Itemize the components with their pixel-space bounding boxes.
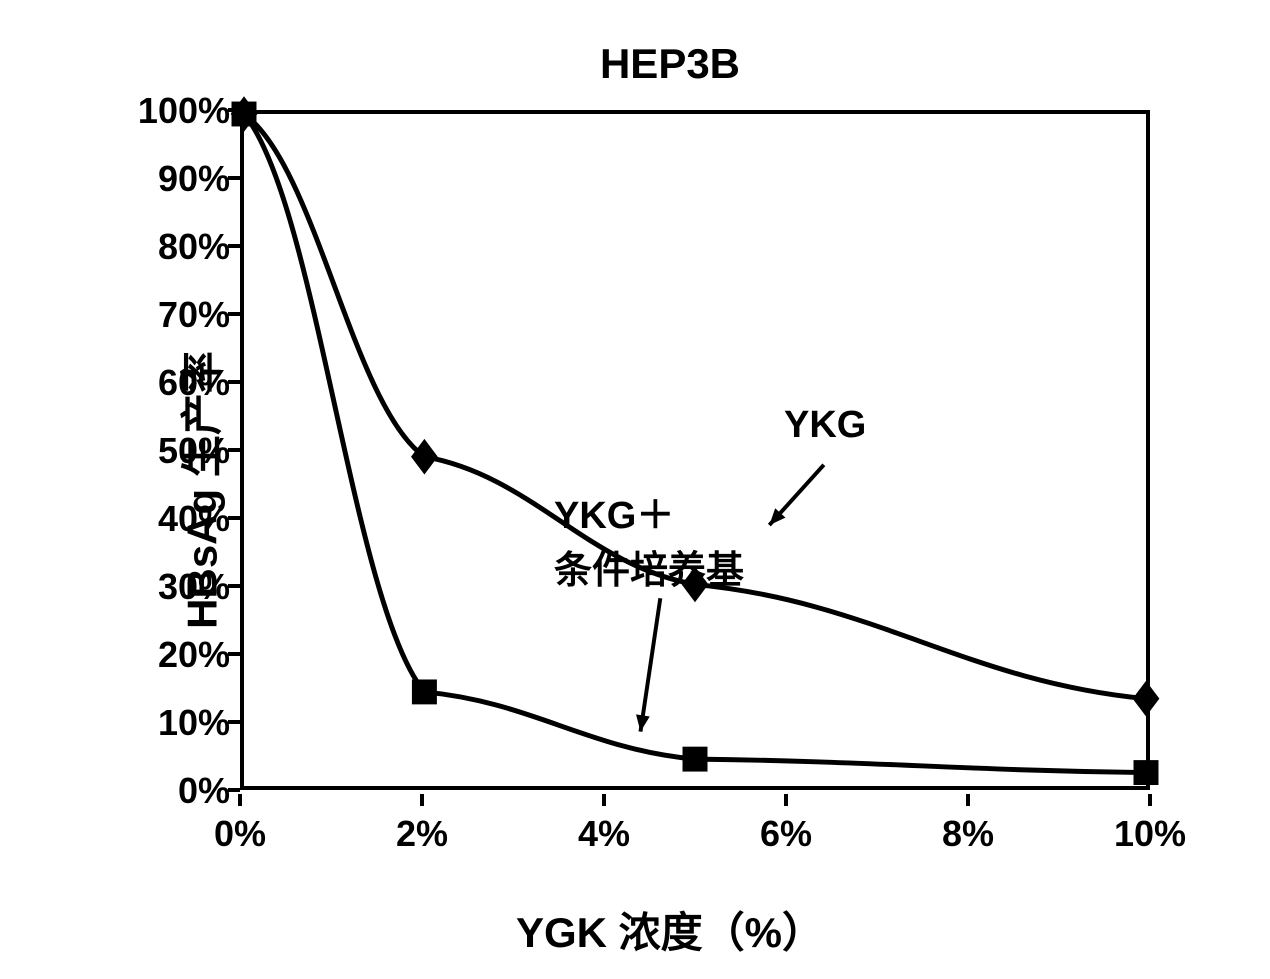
x-tick-label: 6%	[760, 813, 812, 855]
y-tick-label: 80%	[100, 226, 230, 268]
y-tick-label: 10%	[100, 702, 230, 744]
series-label-ykg: YKG	[784, 404, 866, 447]
y-tick-label: 30%	[100, 566, 230, 608]
chart-container: HEP3B HBsAg 生产率 YKG YKG＋ 条件培养基 0%10%20%3…	[120, 40, 1220, 940]
series-label-ykg-cm-line1: YKG＋	[554, 484, 744, 539]
marker-square	[232, 102, 257, 127]
plot-area: YKG YKG＋ 条件培养基	[240, 110, 1150, 790]
series-label-ykg-cm: YKG＋ 条件培养基	[554, 484, 744, 594]
series-line-0	[244, 114, 1146, 699]
marker-diamond	[411, 439, 438, 475]
y-tick-label: 0%	[100, 770, 230, 812]
marker-square	[683, 747, 708, 772]
y-tick-label: 40%	[100, 498, 230, 540]
x-tick	[784, 794, 788, 806]
arrow-line	[640, 598, 660, 731]
x-tick-label: 10%	[1114, 813, 1186, 855]
x-tick	[602, 794, 606, 806]
y-tick-label: 90%	[100, 158, 230, 200]
x-tick-label: 4%	[578, 813, 630, 855]
x-tick	[238, 794, 242, 806]
plot-svg	[244, 114, 1146, 786]
x-tick-label: 0%	[214, 813, 266, 855]
x-tick-label: 8%	[942, 813, 994, 855]
x-tick	[1148, 794, 1152, 806]
x-tick	[966, 794, 970, 806]
y-tick-label: 20%	[100, 634, 230, 676]
marker-square	[1134, 760, 1159, 785]
y-tick-label: 70%	[100, 294, 230, 336]
x-tick-label: 2%	[396, 813, 448, 855]
chart-title: HEP3B	[600, 40, 740, 88]
marker-diamond	[1133, 681, 1160, 717]
y-tick-label: 100%	[100, 90, 230, 132]
arrow-head	[636, 714, 650, 731]
x-axis-label: YGK 浓度（%）	[516, 899, 824, 960]
series-label-ykg-cm-line2: 条件培养基	[554, 539, 744, 594]
x-tick	[420, 794, 424, 806]
y-tick-label: 60%	[100, 362, 230, 404]
marker-square	[412, 679, 437, 704]
y-tick-label: 50%	[100, 430, 230, 472]
